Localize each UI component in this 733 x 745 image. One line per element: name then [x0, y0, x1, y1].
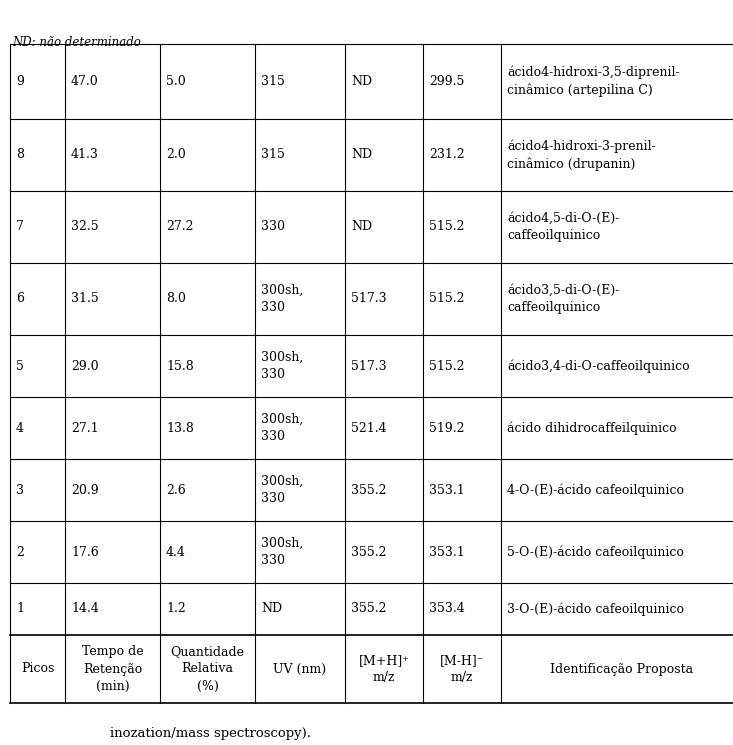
Text: 517.3: 517.3 [351, 293, 386, 305]
Text: ácido3,5-di-O-(E)-
caffeoilquinico: ácido3,5-di-O-(E)- caffeoilquinico [507, 284, 619, 314]
Text: 353.4: 353.4 [429, 603, 465, 615]
Text: 2: 2 [16, 545, 24, 559]
Text: ND: não determinado: ND: não determinado [12, 36, 141, 49]
Text: 300sh,
330: 300sh, 330 [261, 537, 303, 567]
Text: 5.0: 5.0 [166, 75, 185, 88]
Text: 231.2: 231.2 [429, 148, 465, 162]
Text: 8: 8 [16, 148, 24, 162]
Text: 27.2: 27.2 [166, 221, 194, 233]
Text: inozation/mass spectroscopy).: inozation/mass spectroscopy). [110, 727, 311, 740]
Text: 515.2: 515.2 [429, 221, 465, 233]
Text: 519.2: 519.2 [429, 422, 465, 434]
Text: 3: 3 [16, 484, 24, 496]
Text: ácido4,5-di-O-(E)-
caffeoilquinico: ácido4,5-di-O-(E)- caffeoilquinico [507, 212, 619, 242]
Text: ácido4-hidroxi-3-prenil-
cinâmico (drupanin): ácido4-hidroxi-3-prenil- cinâmico (drupa… [507, 139, 656, 171]
Text: ácido dihidrocaffeilquinico: ácido dihidrocaffeilquinico [507, 421, 677, 435]
Text: 353.1: 353.1 [429, 545, 465, 559]
Text: 4.4: 4.4 [166, 545, 186, 559]
Text: Identificação Proposta: Identificação Proposta [550, 662, 693, 676]
Text: 300sh,
330: 300sh, 330 [261, 284, 303, 314]
Text: 355.2: 355.2 [351, 603, 386, 615]
Text: 3-O-(E)-ácido cafeoilquinico: 3-O-(E)-ácido cafeoilquinico [507, 602, 684, 616]
Text: 517.3: 517.3 [351, 360, 386, 372]
Text: 1: 1 [16, 603, 24, 615]
Text: 13.8: 13.8 [166, 422, 194, 434]
Text: 315: 315 [261, 75, 285, 88]
Text: 47.0: 47.0 [71, 75, 99, 88]
Text: 6: 6 [16, 293, 24, 305]
Text: 299.5: 299.5 [429, 75, 465, 88]
Text: 1.2: 1.2 [166, 603, 185, 615]
Text: 7: 7 [16, 221, 24, 233]
Text: 515.2: 515.2 [429, 360, 465, 372]
Text: 330: 330 [261, 221, 285, 233]
Text: 5-O-(E)-ácido cafeoilquinico: 5-O-(E)-ácido cafeoilquinico [507, 545, 684, 559]
Text: 9: 9 [16, 75, 24, 88]
Text: 15.8: 15.8 [166, 360, 194, 372]
Text: UV (nm): UV (nm) [273, 662, 327, 676]
Text: 31.5: 31.5 [71, 293, 99, 305]
Text: ácido4-hidroxi-3,5-diprenil-
cinâmico (artepilina C): ácido4-hidroxi-3,5-diprenil- cinâmico (a… [507, 66, 679, 97]
Text: Tempo de
Retenção
(min): Tempo de Retenção (min) [81, 645, 144, 693]
Text: ácido3,4-di-O-caffeoilquinico: ácido3,4-di-O-caffeoilquinico [507, 359, 690, 372]
Text: 315: 315 [261, 148, 285, 162]
Text: 2.6: 2.6 [166, 484, 185, 496]
Text: 300sh,
330: 300sh, 330 [261, 351, 303, 381]
Text: 300sh,
330: 300sh, 330 [261, 413, 303, 443]
Text: Picos: Picos [21, 662, 54, 676]
Text: ND: ND [261, 603, 282, 615]
Text: 5: 5 [16, 360, 24, 372]
Text: 355.2: 355.2 [351, 545, 386, 559]
Text: 29.0: 29.0 [71, 360, 99, 372]
Text: ND: ND [351, 148, 372, 162]
Text: 4-O-(E)-ácido cafeoilquinico: 4-O-(E)-ácido cafeoilquinico [507, 484, 684, 497]
Text: ND: ND [351, 75, 372, 88]
Text: 8.0: 8.0 [166, 293, 186, 305]
Text: 14.4: 14.4 [71, 603, 99, 615]
Text: [M+H]⁺
m/z: [M+H]⁺ m/z [358, 654, 410, 684]
Text: 300sh,
330: 300sh, 330 [261, 475, 303, 505]
Text: 521.4: 521.4 [351, 422, 386, 434]
Text: 4: 4 [16, 422, 24, 434]
Text: 515.2: 515.2 [429, 293, 465, 305]
Text: 27.1: 27.1 [71, 422, 99, 434]
Text: 32.5: 32.5 [71, 221, 99, 233]
Text: 2.0: 2.0 [166, 148, 185, 162]
Text: 17.6: 17.6 [71, 545, 99, 559]
Text: 353.1: 353.1 [429, 484, 465, 496]
Text: [M-H]⁻
m/z: [M-H]⁻ m/z [440, 654, 485, 684]
Text: ND: ND [351, 221, 372, 233]
Text: 20.9: 20.9 [71, 484, 99, 496]
Text: Quantidade
Relativa
(%): Quantidade Relativa (%) [171, 645, 245, 693]
Text: 41.3: 41.3 [71, 148, 99, 162]
Text: 355.2: 355.2 [351, 484, 386, 496]
